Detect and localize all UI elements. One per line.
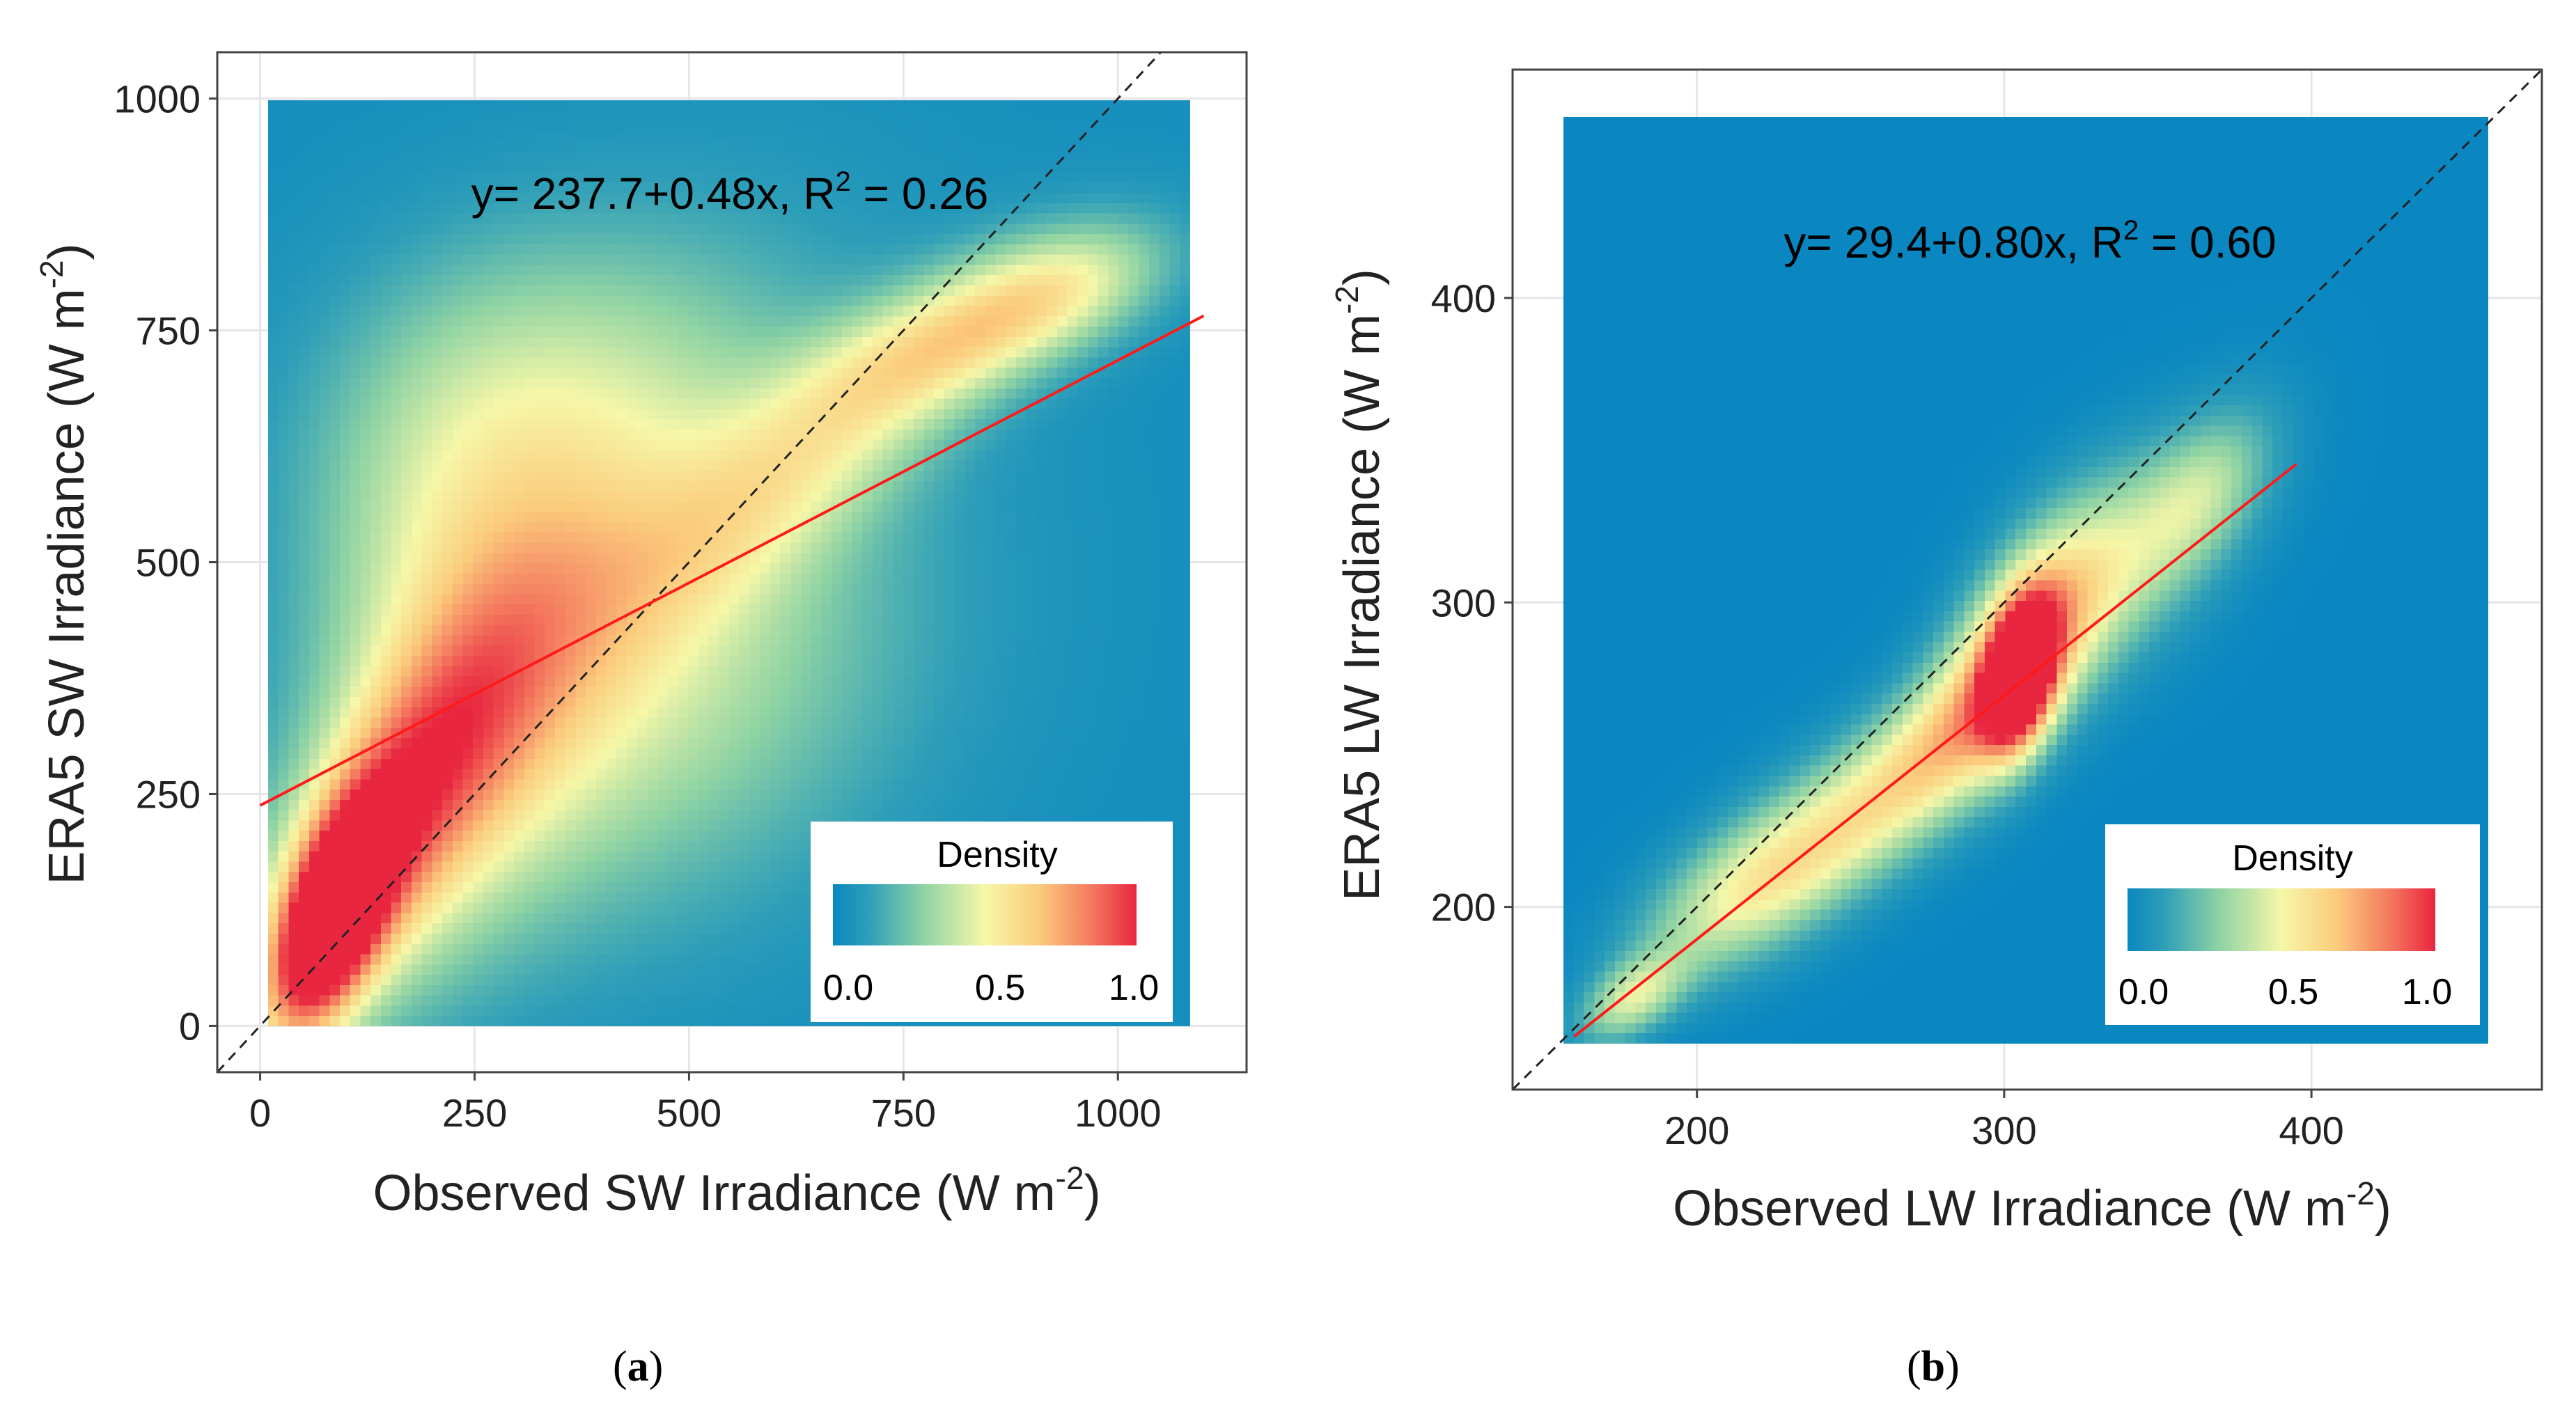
legend-colorbar — [2128, 888, 2435, 951]
x-tick-label: 400 — [2279, 1108, 2343, 1152]
x-axis-label: Observed SW Irradiance (W m-2) — [373, 1160, 1100, 1221]
regression-equation: y= 237.7+0.48x, R2 = 0.26 — [471, 166, 989, 219]
legend-tick: 0.5 — [2268, 972, 2318, 1012]
legend-tick: 0.0 — [2118, 972, 2169, 1012]
panel-b-chart: 200 300 400 200 300 400 y= 29.4+0.80x, R2 = … — [1329, 68, 2543, 1236]
x-axis-ticks: 200 300 400 — [1664, 1090, 2344, 1152]
plot-frame — [216, 51, 1248, 1074]
x-tick-label: 250 — [442, 1091, 507, 1135]
panel-a-caption: (a) — [613, 1343, 664, 1390]
x-axis-label: Observed LW Irradiance (W m-2) — [1673, 1175, 2391, 1236]
x-tick-label: 200 — [1664, 1108, 1729, 1152]
regression-equation: y= 29.4+0.80x, R2 = 0.60 — [1783, 215, 2276, 267]
legend-colorbar — [833, 884, 1137, 945]
y-tick-label: 500 — [136, 541, 201, 585]
y-tick-label: 750 — [136, 309, 201, 353]
y-axis-ticks: 200 300 400 — [1431, 276, 1513, 929]
x-tick-label: 750 — [871, 1091, 936, 1135]
x-tick-label: 1000 — [1075, 1091, 1162, 1135]
y-tick-label: 250 — [136, 772, 201, 816]
legend-tick: 0.0 — [823, 968, 873, 1008]
regression-line — [259, 314, 1205, 807]
y-tick-label: 400 — [1431, 276, 1496, 320]
legend-tick: 0.5 — [975, 968, 1025, 1008]
y-tick-label: 200 — [1431, 886, 1496, 929]
panel-a-chart: 0 250 500 750 1000 0 250 500 750 1000 y= 237.7+0… — [33, 51, 1248, 1221]
x-tick-label: 300 — [1972, 1108, 2036, 1152]
legend-tick: 1.0 — [2402, 972, 2452, 1012]
y-axis-ticks: 0 250 500 750 1000 — [114, 77, 217, 1048]
x-axis-ticks: 0 250 500 750 1000 — [249, 1072, 1162, 1135]
panel-b-caption: (b) — [1907, 1343, 1960, 1390]
legend-title: Density — [2232, 838, 2352, 879]
plot-frame — [1511, 68, 2543, 1091]
y-tick-label: 0 — [179, 1004, 201, 1048]
y-tick-label: 300 — [1431, 581, 1496, 625]
density-legend: Density 0.0 0.5 1.0 — [2105, 824, 2480, 1025]
legend-title: Density — [937, 835, 1057, 875]
regression-line — [1572, 463, 2297, 1038]
one-to-one-line — [217, 52, 1162, 1072]
y-axis-label: ERA5 LW Irradiance (W m-2) — [1329, 269, 1390, 901]
legend-tick: 1.0 — [1109, 968, 1159, 1008]
y-tick-label: 1000 — [114, 77, 201, 121]
y-axis-label: ERA5 SW Irradiance (W m-2) — [33, 243, 95, 884]
one-to-one-line — [1513, 70, 2542, 1090]
x-tick-label: 500 — [657, 1091, 721, 1135]
density-legend: Density 0.0 0.5 1.0 — [811, 822, 1173, 1022]
x-tick-label: 0 — [249, 1091, 271, 1135]
